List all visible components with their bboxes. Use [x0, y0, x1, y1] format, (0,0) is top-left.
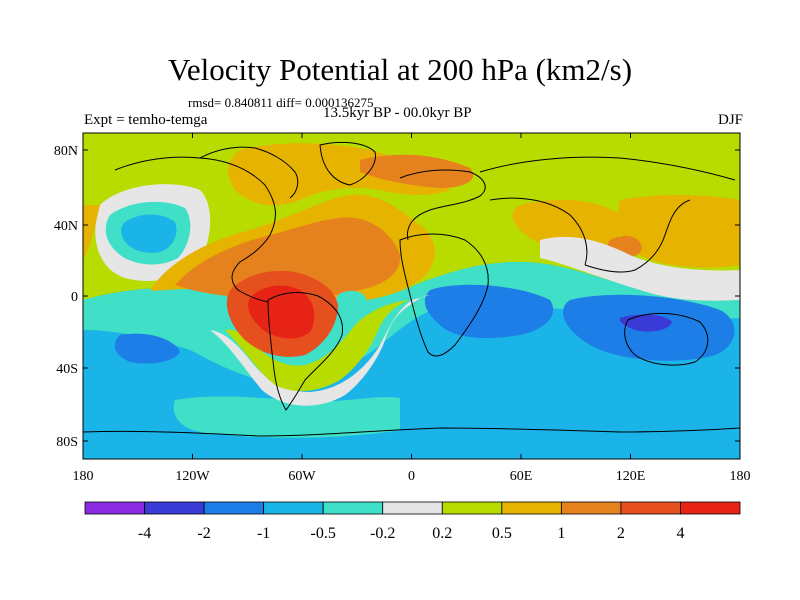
- time-period-label: 13.5kyr BP - 00.0kyr BP: [323, 105, 472, 121]
- lon-tick-label: 60W: [288, 469, 316, 484]
- colorbar-swatch: [382, 501, 443, 515]
- colorbar-label: -2: [197, 525, 210, 542]
- lon-tick-label: 180: [73, 469, 94, 484]
- lon-tick-label: 120W: [175, 469, 210, 484]
- colorbar-label: 1: [557, 525, 565, 542]
- colorbar-swatch: [501, 501, 562, 515]
- colorbar-label: -4: [138, 525, 151, 542]
- colorbar-label: 0.5: [492, 525, 512, 542]
- stats-line: rmsd= 0.840811 diff= 0.000136275: [188, 95, 374, 110]
- lat-tick-label: 0: [71, 290, 78, 305]
- colorbar-swatch: [560, 501, 622, 515]
- colorbar-label: -0.2: [370, 525, 395, 542]
- colorbar-swatch: [322, 501, 384, 515]
- colorbar: -4 -2 -1 -0.5 -0.2 0.2 0.5 1 2 4: [84, 501, 741, 542]
- season-label: DJF: [717, 112, 743, 128]
- coastlines: [83, 141, 740, 437]
- colorbar-swatch: [263, 501, 324, 515]
- lat-tick-label: 40S: [56, 362, 78, 377]
- colorbar-label: 2: [617, 525, 625, 542]
- lat-tick-label: 40N: [54, 219, 78, 234]
- colorbar-swatch: [620, 501, 681, 515]
- colorbar-swatch: [203, 501, 265, 515]
- longitude-axis: 180 120W 60W 0 60E 120E 180: [73, 133, 751, 484]
- experiment-label: Expt = temho-temga: [84, 112, 208, 128]
- lon-tick-label: 180: [730, 469, 751, 484]
- colorbar-label: -1: [257, 525, 270, 542]
- filled-contours: [83, 133, 740, 459]
- colorbar-swatch: [680, 501, 741, 515]
- colorbar-swatch: [441, 501, 503, 515]
- colorbar-label: 0.2: [432, 525, 452, 542]
- colorbar-swatch: [144, 501, 205, 515]
- colorbar-label: 4: [676, 525, 684, 542]
- map-title: Velocity Potential at 200 hPa (km2/s): [167, 52, 633, 87]
- lon-tick-label: 120E: [616, 469, 646, 484]
- lat-tick-label: 80N: [54, 144, 78, 159]
- latitude-axis: 80N 40N 0 40S 80S: [54, 144, 740, 450]
- colorbar-swatch: [84, 501, 145, 515]
- lat-tick-label: 80S: [56, 435, 78, 450]
- lon-tick-label: 60E: [510, 469, 533, 484]
- colorbar-label: -0.5: [311, 525, 336, 542]
- lon-tick-label: 0: [408, 469, 415, 484]
